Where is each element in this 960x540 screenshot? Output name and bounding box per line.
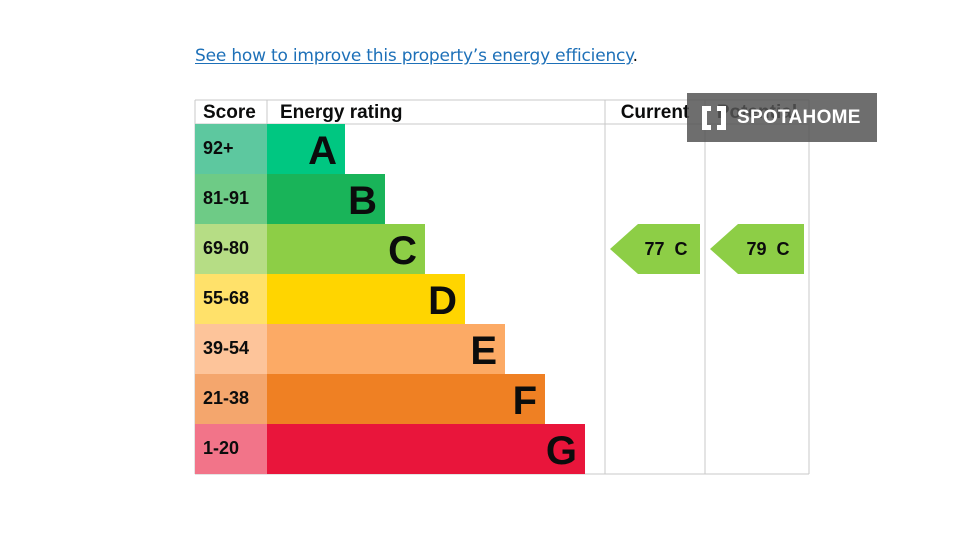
rating-bar-a [267,124,345,174]
score-cell-c [195,224,267,274]
score-label-c: 69-80 [203,238,249,258]
current-rating-arrow-label: 77 C [644,239,687,259]
score-cell-b [195,174,267,224]
score-label-e: 39-54 [203,338,249,358]
score-label-f: 21-38 [203,388,249,408]
potential-rating-arrow-label: 79 C [746,239,789,259]
score-cell-g [195,424,267,474]
score-label-g: 1-20 [203,438,239,458]
link-suffix: . [632,46,638,66]
rating-bar-g [267,424,585,474]
rating-letter-f: F [513,379,537,423]
rating-letter-a: A [308,129,337,173]
header-energy-rating: Energy rating [280,102,402,123]
spotahome-watermark: SPOTAHOME [687,93,877,142]
rating-bar-c [267,224,425,274]
improve-efficiency-link[interactable]: See how to improve this property’s energ… [195,46,633,66]
score-cell-a [195,124,267,174]
rating-letter-d: D [428,279,457,323]
header-current: Current [621,102,690,123]
current-rating-arrow [610,224,700,274]
improve-link-line: See how to improve this property’s energ… [195,46,638,66]
rating-letter-b: B [348,179,377,223]
score-cell-f [195,374,267,424]
score-label-a: 92+ [203,138,234,158]
rating-bar-d [267,274,465,324]
rating-bar-e [267,324,505,374]
spotahome-logo-icon [699,103,729,133]
score-cell-d [195,274,267,324]
header-score: Score [203,102,256,123]
potential-rating-arrow [710,224,804,274]
rating-letter-c: C [388,229,417,273]
rating-letter-g: G [546,429,577,473]
rating-bar-b [267,174,385,224]
score-label-d: 55-68 [203,288,249,308]
rating-letter-e: E [470,329,497,373]
score-label-b: 81-91 [203,188,249,208]
score-cell-e [195,324,267,374]
spotahome-logo-text: SPOTAHOME [737,106,861,128]
rating-bar-f [267,374,545,424]
